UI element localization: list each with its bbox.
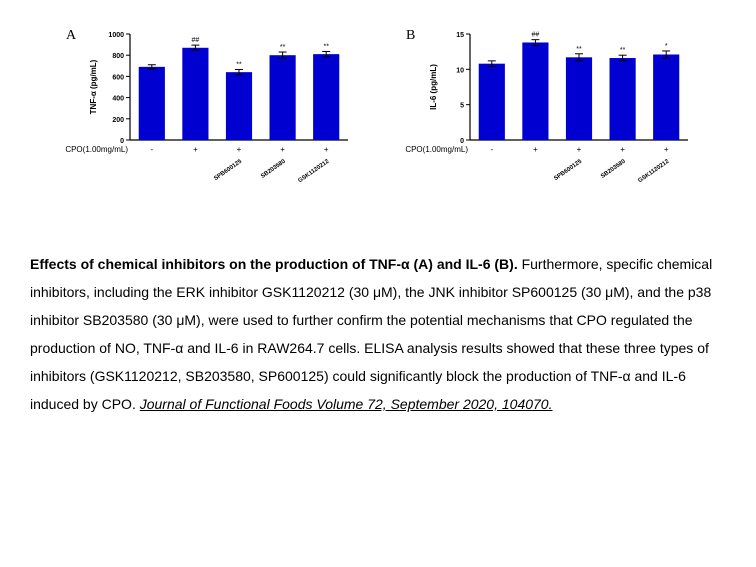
figure-container: A 0 200 400 600 800 1000 TNF-α (pg/mL) - ## + ** + S… <box>20 20 736 418</box>
svg-text:CPO(1.00mg/mL): CPO(1.00mg/mL) <box>405 145 468 154</box>
svg-text:10: 10 <box>456 67 464 74</box>
svg-text:GSK1120212: GSK1120212 <box>637 158 670 184</box>
svg-text:SB203580: SB203580 <box>600 158 627 180</box>
svg-text:CPO(1.00mg/mL): CPO(1.00mg/mL) <box>65 145 128 154</box>
caption: Effects of chemical inhibitors on the pr… <box>20 250 736 418</box>
svg-text:+: + <box>237 145 242 154</box>
svg-text:400: 400 <box>112 96 124 103</box>
svg-text:0: 0 <box>120 138 124 145</box>
svg-text:200: 200 <box>112 117 124 124</box>
svg-text:##: ## <box>532 32 540 39</box>
svg-text:**: ** <box>280 44 286 51</box>
svg-text:600: 600 <box>112 74 124 81</box>
chart-svg-B: 0 5 10 15 IL-6 (pg/mL) - ## + ** + SPB600125 ** + SB2… <box>398 20 698 220</box>
svg-text:+: + <box>577 145 582 154</box>
svg-text:-: - <box>150 145 153 154</box>
chart-panel-B: B 0 5 10 15 IL-6 (pg/mL) - ## + ** + SPB600125 ** + S… <box>398 20 698 220</box>
charts-row: A 0 200 400 600 800 1000 TNF-α (pg/mL) - ## + ** + S… <box>20 20 736 220</box>
svg-text:5: 5 <box>460 103 464 110</box>
caption-title: Effects of chemical inhibitors on the pr… <box>30 256 518 272</box>
svg-text:+: + <box>193 145 198 154</box>
svg-text:##: ## <box>192 37 200 44</box>
svg-text:**: ** <box>620 47 626 54</box>
svg-text:**: ** <box>576 46 582 53</box>
svg-text:GSK1120212: GSK1120212 <box>297 158 330 184</box>
svg-text:-: - <box>490 145 493 154</box>
svg-text:TNF-α (pg/mL): TNF-α (pg/mL) <box>89 59 98 114</box>
svg-text:**: ** <box>236 62 242 69</box>
svg-text:+: + <box>324 145 329 154</box>
panel-label-B: B <box>406 28 415 44</box>
panel-label-A: A <box>66 28 76 44</box>
svg-text:IL-6 (pg/mL): IL-6 (pg/mL) <box>429 64 438 110</box>
svg-text:SPB600125: SPB600125 <box>213 158 243 182</box>
caption-citation: Journal of Functional Foods Volume 72, S… <box>140 396 553 412</box>
svg-text:+: + <box>280 145 285 154</box>
svg-text:**: ** <box>323 43 329 50</box>
svg-text:1000: 1000 <box>108 32 124 39</box>
svg-text:SPB600125: SPB600125 <box>553 158 583 182</box>
chart-panel-A: A 0 200 400 600 800 1000 TNF-α (pg/mL) - ## + ** + S… <box>58 20 358 220</box>
caption-body: Furthermore, specific chemical inhibitor… <box>30 256 712 412</box>
svg-text:800: 800 <box>112 53 124 60</box>
svg-text:15: 15 <box>456 32 464 39</box>
chart-svg-A: 0 200 400 600 800 1000 TNF-α (pg/mL) - ## + ** + SPB… <box>58 20 358 220</box>
svg-text:+: + <box>533 145 538 154</box>
svg-text:+: + <box>620 145 625 154</box>
svg-text:SB203580: SB203580 <box>260 158 287 180</box>
svg-text:+: + <box>664 145 669 154</box>
svg-text:*: * <box>665 43 668 50</box>
svg-text:0: 0 <box>460 138 464 145</box>
